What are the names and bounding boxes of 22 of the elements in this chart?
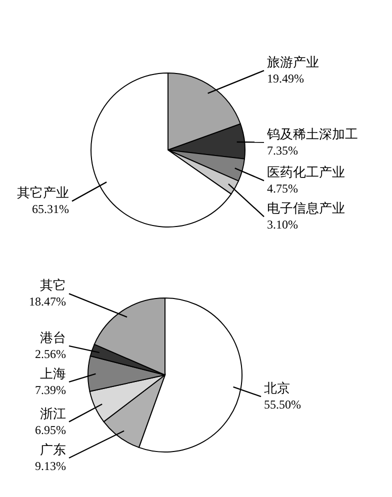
data-label: 7.39% bbox=[35, 382, 66, 397]
data-label: 55.50% bbox=[264, 398, 301, 412]
data-label: 19.49% bbox=[267, 72, 304, 86]
slice-label: 其它 bbox=[40, 278, 66, 293]
data-label: 4.75% bbox=[267, 182, 298, 196]
slice-label: 港台 bbox=[40, 330, 66, 345]
slice-label: 上海 bbox=[40, 366, 66, 381]
slice-label: 其它产业 bbox=[17, 185, 69, 200]
data-label: 65.31% bbox=[32, 202, 69, 216]
data-label: 9.13% bbox=[35, 459, 66, 473]
data-label: 18.47% bbox=[29, 294, 66, 309]
data-label: 7.35% bbox=[267, 143, 298, 158]
slice-label: 医药化工产业 bbox=[267, 164, 345, 180]
slice-label: 广东 bbox=[40, 442, 66, 457]
slice-label: 旅游产业 bbox=[267, 54, 319, 70]
slice-label: 钨及稀土深加工 bbox=[266, 126, 358, 142]
slice-label: 北京 bbox=[264, 380, 290, 396]
data-label: 2.56% bbox=[35, 346, 66, 361]
slice-label: 浙江 bbox=[40, 406, 66, 421]
slice-label: 电子信息产业 bbox=[267, 200, 345, 216]
data-label: 3.10% bbox=[267, 218, 298, 232]
data-label: 6.95% bbox=[35, 422, 66, 437]
